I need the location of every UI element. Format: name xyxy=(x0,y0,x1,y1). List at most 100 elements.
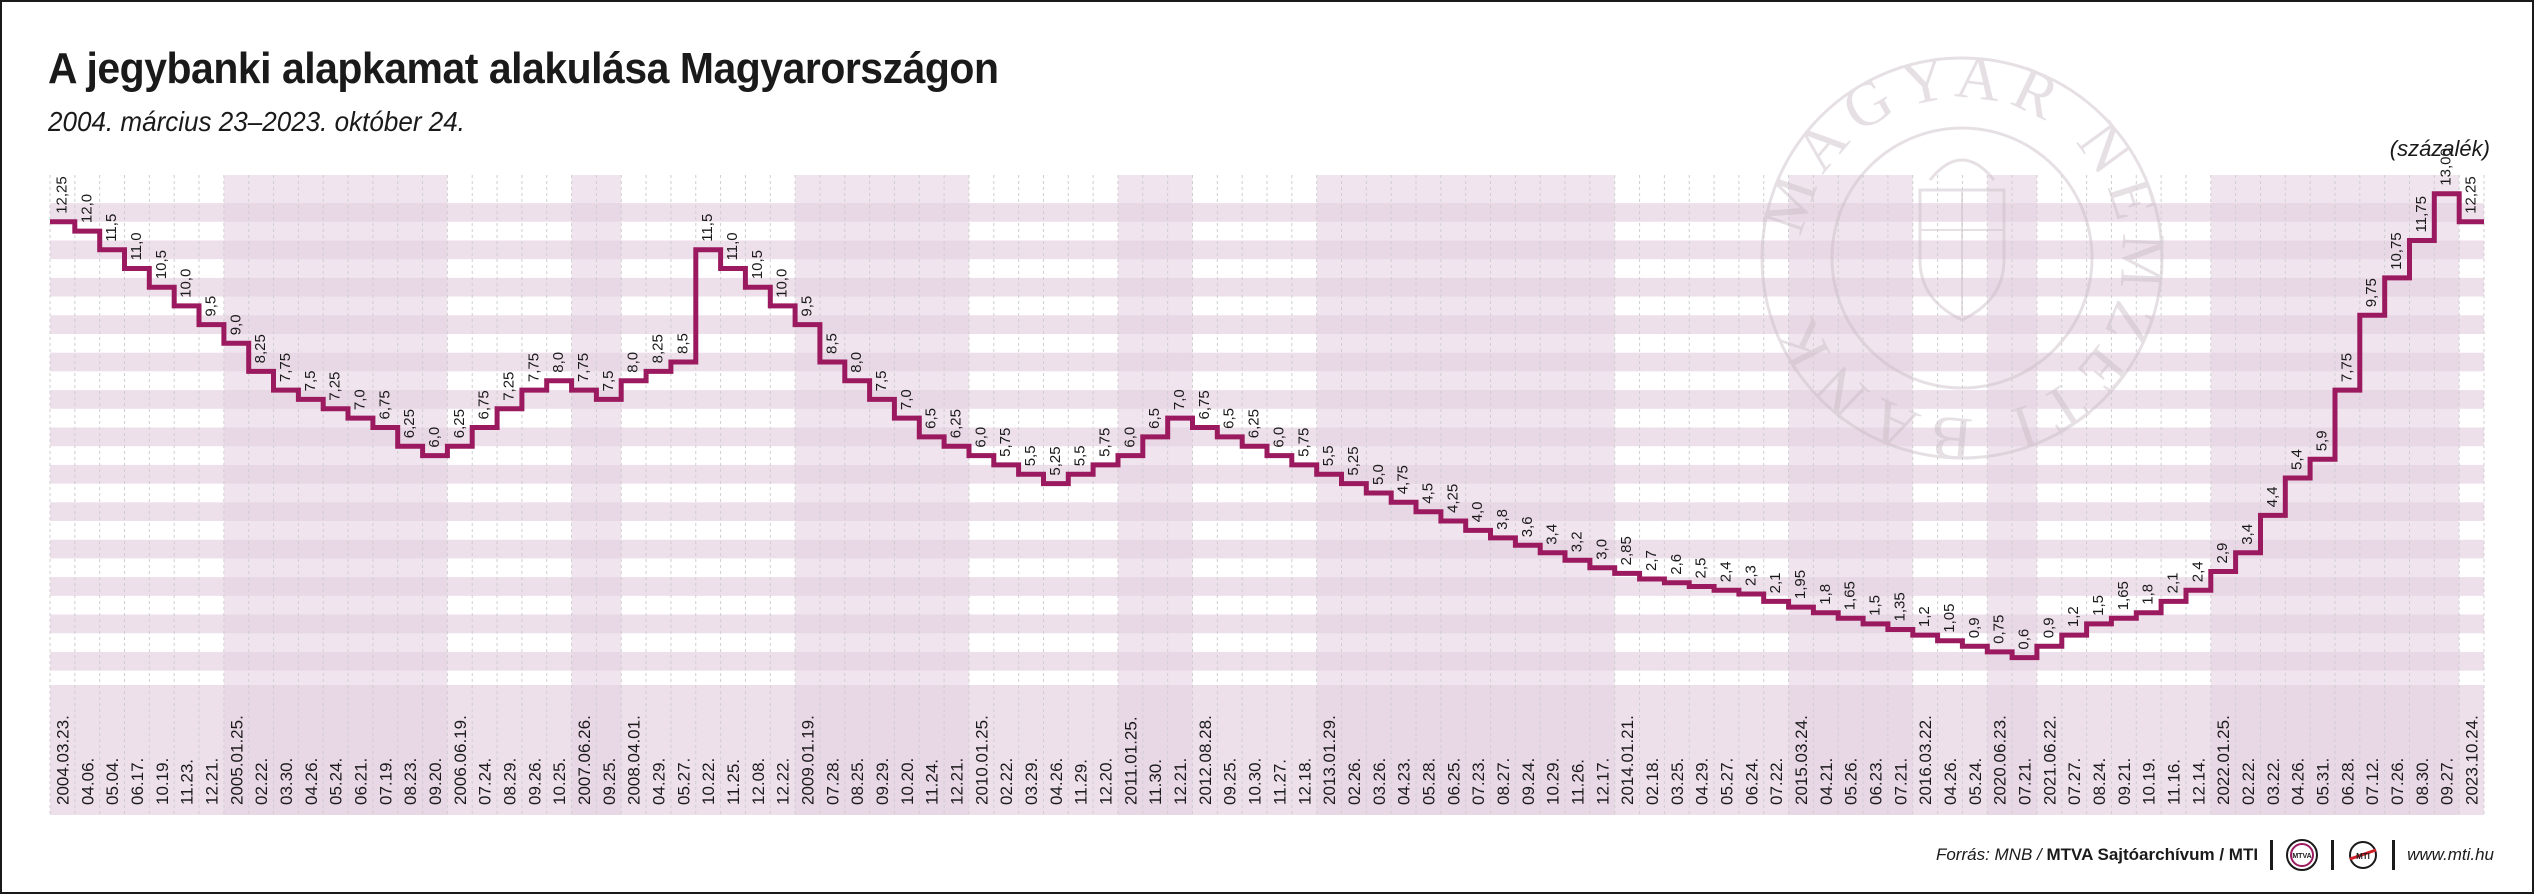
x-tick-label: 05.28. xyxy=(1419,758,1438,805)
x-tick-label: 04.21. xyxy=(1817,758,1836,805)
x-tick-label: 02.26. xyxy=(1345,758,1364,805)
value-label: 7,75 xyxy=(277,353,294,382)
value-label: 7,25 xyxy=(501,372,518,401)
value-label: 1,95 xyxy=(1792,570,1809,599)
x-tick-label: 04.29. xyxy=(1693,758,1712,805)
value-label: 6,0 xyxy=(1121,427,1138,448)
value-label: 10,0 xyxy=(178,269,195,298)
value-label: 13,00 xyxy=(2438,148,2455,186)
value-label: 6,25 xyxy=(451,409,468,438)
background-bands xyxy=(50,175,2484,815)
x-tick-label: 06.25. xyxy=(1444,758,1463,805)
x-tick-label: 04.26. xyxy=(1941,758,1960,805)
value-label: 9,75 xyxy=(2363,278,2380,307)
value-label: 8,0 xyxy=(848,352,865,373)
separator xyxy=(2392,840,2396,870)
mtva-logo-icon: MTVA xyxy=(2286,839,2319,871)
x-tick-label: 10.20. xyxy=(898,758,917,805)
mti-logo-icon: MTI xyxy=(2349,841,2378,869)
x-tick-label: 02.18. xyxy=(1643,758,1662,805)
unit-label: (százalék) xyxy=(2389,136,2490,161)
value-label: 10,0 xyxy=(774,269,791,298)
value-label: 6,25 xyxy=(1246,409,1263,438)
rate-step-line xyxy=(50,191,2484,661)
x-tick-label: 04.06. xyxy=(78,758,97,805)
x-tick-labels: 2004.03.23. 04.06. 05.04. 06.17. 10.19. 11.23… xyxy=(53,715,2481,805)
value-label: 5,75 xyxy=(997,428,1014,457)
value-label: 7,5 xyxy=(600,371,617,392)
value-label: 6,0 xyxy=(972,427,989,448)
value-label: 5,75 xyxy=(1295,428,1312,457)
value-label: 11,0 xyxy=(128,232,145,260)
value-label: 12,25 xyxy=(2463,176,2480,214)
value-label: 10,5 xyxy=(153,250,170,279)
value-label: 10,5 xyxy=(749,250,766,279)
x-tick-label: 03.26. xyxy=(1370,758,1389,805)
value-label: 8,5 xyxy=(674,333,691,354)
x-tick-label: 05.24. xyxy=(1966,758,1985,805)
value-label: 1,5 xyxy=(1867,595,1884,616)
value-label: 0,9 xyxy=(1966,617,1983,638)
x-tick-label: 2006.06.19. xyxy=(451,715,470,805)
x-tick-label: 07.19. xyxy=(376,758,395,805)
value-label: 5,25 xyxy=(1047,446,1064,475)
value-label: 9,5 xyxy=(202,296,219,317)
x-tick-label: 2007.06.26. xyxy=(575,715,594,805)
x-tick-label: 07.27. xyxy=(2065,758,2084,805)
x-tick-label: 06.24. xyxy=(1742,758,1761,805)
value-label: 9,5 xyxy=(799,296,816,317)
value-label: 2,4 xyxy=(2189,561,2206,582)
value-label: 12,25 xyxy=(53,176,70,214)
value-label: 1,8 xyxy=(2140,584,2157,605)
value-label: 2,3 xyxy=(1742,565,1759,586)
value-label: 2,85 xyxy=(1618,536,1635,565)
svg-text:MTVA: MTVA xyxy=(2292,853,2311,860)
value-label: 7,25 xyxy=(327,372,344,401)
year-shade xyxy=(795,175,969,815)
value-label: 5,5 xyxy=(1022,445,1039,466)
value-label: 7,5 xyxy=(873,371,890,392)
x-tick-label: 02.22. xyxy=(2239,758,2258,805)
value-label: 12,0 xyxy=(78,194,95,223)
value-label: 2,1 xyxy=(1767,573,1784,594)
x-tick-label: 09.25. xyxy=(600,758,619,805)
value-label: 5,5 xyxy=(1320,445,1337,466)
value-label: 9,0 xyxy=(227,314,244,335)
value-labels: 12,25 12,0 11,5 11,0 10,5 10,0 9,5 9,0 8,25 7,75 7… xyxy=(53,148,2479,649)
value-label: 3,6 xyxy=(1519,516,1536,537)
x-tick-label: 12.21. xyxy=(1171,758,1190,805)
x-tick-label: 12.22. xyxy=(774,758,793,805)
value-label: 1,8 xyxy=(1817,584,1834,605)
x-tick-label: 05.26. xyxy=(1842,758,1861,805)
source-url[interactable]: www.mti.hu xyxy=(2407,845,2494,864)
x-tick-label: 06.17. xyxy=(128,758,147,805)
x-tick-label: 07.21. xyxy=(1891,758,1910,805)
x-tick-label: 2012.08.28. xyxy=(1196,715,1215,805)
value-label: 11,75 xyxy=(2413,196,2430,232)
x-tick-label: 04.23. xyxy=(1395,758,1414,805)
value-label: 0,6 xyxy=(2016,629,2033,650)
x-tick-label: 08.24. xyxy=(2090,758,2109,805)
value-label: 4,0 xyxy=(1469,502,1486,523)
x-tick-label: 2008.04.01. xyxy=(625,715,644,805)
value-label: 0,75 xyxy=(1991,615,2008,644)
x-tick-label: 05.04. xyxy=(103,758,122,805)
x-tick-label: 11.30. xyxy=(1146,759,1165,805)
footer: Forrás: MNB / MTVA Sajtóarchívum / MTI M… xyxy=(1936,839,2494,871)
value-label: 3,4 xyxy=(1544,524,1561,545)
year-shade xyxy=(1788,175,1913,815)
x-tick-label: 11.25. xyxy=(724,759,743,805)
value-label: 8,5 xyxy=(823,333,840,354)
x-tick-label: 10.29. xyxy=(1544,758,1563,805)
x-tick-label: 11.27. xyxy=(1270,759,1289,805)
value-label: 7,75 xyxy=(2338,353,2355,382)
x-tick-label: 10.25. xyxy=(550,758,569,805)
x-tick-label: 07.12. xyxy=(2363,758,2382,805)
x-tick-label: 11.29. xyxy=(1072,759,1091,805)
value-label: 3,0 xyxy=(1593,539,1610,560)
value-label: 2,6 xyxy=(1668,554,1685,575)
x-tick-label: 2004.03.23. xyxy=(53,715,72,805)
x-tick-label: 05.24. xyxy=(327,758,346,805)
x-tick-label: 2014.01.21. xyxy=(1618,715,1637,805)
